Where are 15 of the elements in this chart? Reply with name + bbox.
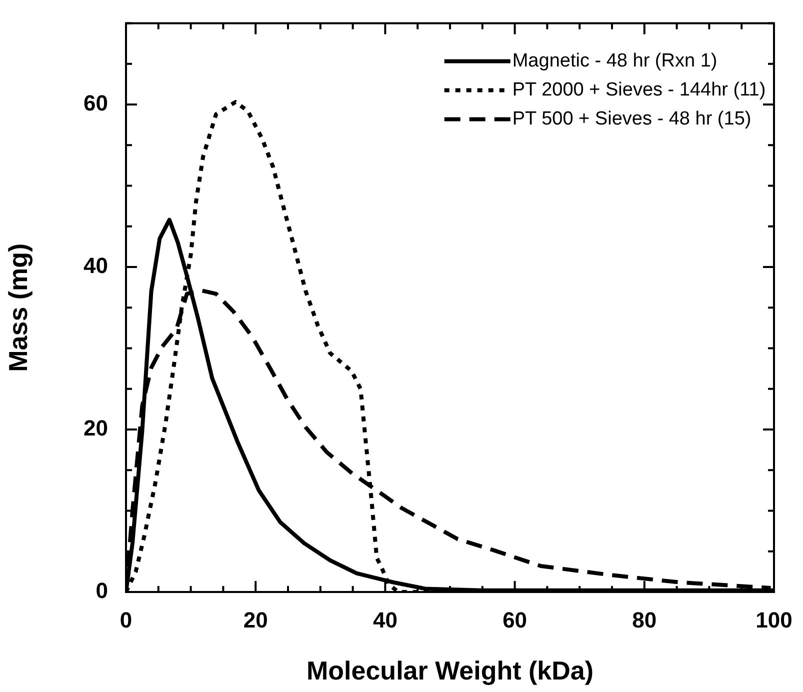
- y-tick-label: 40: [84, 253, 108, 278]
- legend-label: Magnetic - 48 hr (Rxn 1): [512, 50, 718, 72]
- legend-label: PT 2000 + Sieves - 144hr (11): [512, 79, 766, 100]
- y-tick-label: 60: [84, 90, 108, 116]
- x-tick-label: 20: [243, 607, 268, 632]
- y-tick-label: 0: [96, 578, 108, 604]
- y-axis-title: Mass (mg): [2, 243, 33, 372]
- y-tick-label: 20: [84, 416, 108, 441]
- x-tick-label: 80: [632, 607, 657, 632]
- x-tick-label: 60: [502, 607, 528, 632]
- x-tick-label: 100: [756, 607, 792, 632]
- x-tick-label: 0: [120, 607, 132, 632]
- x-axis-title: Molecular Weight (kDa): [306, 656, 594, 686]
- legend-label: PT 500 + Sieves - 48 hr (15): [512, 108, 752, 130]
- x-tick-label: 40: [372, 607, 398, 632]
